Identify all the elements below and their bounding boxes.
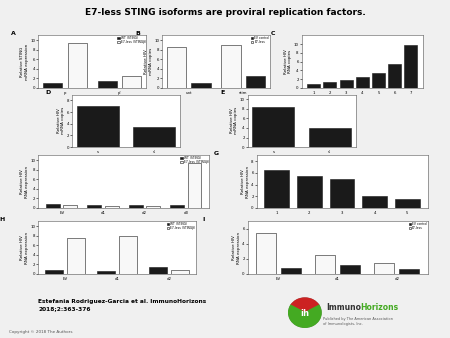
Bar (246, 76, 265, 88)
Bar (119, 236, 137, 274)
Bar (45, 270, 63, 274)
Bar (339, 80, 352, 88)
Bar (252, 106, 294, 147)
Legend: EV control, E7-less: EV control, E7-less (409, 222, 427, 231)
Text: E7-less STING isoforms are proviral replication factors.: E7-less STING isoforms are proviral repl… (85, 8, 365, 18)
Bar (133, 127, 175, 147)
Text: B: B (135, 31, 140, 36)
Y-axis label: Relative HIV
RNA copies: Relative HIV RNA copies (284, 49, 292, 74)
Bar (340, 265, 360, 274)
Text: Estefania Rodriguez-Garcia et al. ImmunoHorizons: Estefania Rodriguez-Garcia et al. Immuno… (38, 299, 207, 304)
Bar (191, 83, 211, 88)
Bar (98, 81, 117, 88)
Y-axis label: Relative HIV
RNA expression: Relative HIV RNA expression (241, 166, 250, 198)
Y-axis label: Relative HIV
mRNA copies: Relative HIV mRNA copies (230, 107, 239, 135)
Text: Copyright © 2018 The Authors: Copyright © 2018 The Authors (9, 330, 72, 334)
Text: G: G (214, 151, 219, 156)
Y-axis label: Relative STING
mRNA expression: Relative STING mRNA expression (21, 44, 29, 80)
Text: Horizons: Horizons (360, 303, 398, 312)
Text: ih: ih (301, 309, 310, 318)
Legend: EV control, E7-less: EV control, E7-less (251, 36, 270, 45)
Y-axis label: Relative HIV
RNA expression: Relative HIV RNA expression (232, 232, 241, 264)
Bar (315, 255, 335, 274)
Bar (374, 263, 394, 274)
Bar (87, 205, 101, 208)
Bar (356, 77, 369, 88)
Bar (63, 206, 77, 208)
Bar (46, 204, 60, 208)
Bar (307, 83, 320, 88)
Circle shape (289, 298, 321, 327)
Bar (256, 233, 276, 274)
Bar (77, 106, 119, 147)
Bar (264, 170, 289, 208)
Text: 2018;2:363-376: 2018;2:363-376 (38, 306, 91, 311)
Bar (43, 83, 62, 88)
Y-axis label: Relative HIV
RNA expression: Relative HIV RNA expression (21, 232, 29, 264)
Y-axis label: Relative HIV
mRNA copies: Relative HIV mRNA copies (57, 107, 65, 135)
Bar (372, 73, 385, 88)
Bar (105, 207, 119, 208)
Bar (146, 206, 160, 208)
Bar (395, 199, 420, 208)
Bar (171, 270, 189, 274)
Bar (167, 47, 186, 88)
Text: Published by The American Association
of Immunologists, Inc.: Published by The American Association of… (323, 317, 393, 325)
Legend: WT (STING), E7-less (STINGβ): WT (STING), E7-less (STINGβ) (166, 222, 195, 231)
Bar (149, 267, 167, 274)
Bar (309, 128, 351, 147)
Legend: WT (STING), E7-less (STINGβ): WT (STING), E7-less (STINGβ) (117, 36, 146, 45)
Legend: WT (STING), E7-less (STINGβ): WT (STING), E7-less (STINGβ) (180, 156, 209, 165)
Text: Immuno: Immuno (326, 303, 361, 312)
Text: E: E (220, 91, 225, 95)
Wedge shape (289, 305, 321, 327)
Bar (323, 82, 336, 88)
Bar (297, 176, 322, 208)
Bar (122, 76, 141, 88)
Bar (281, 268, 301, 274)
Text: I: I (202, 217, 205, 222)
Y-axis label: Relative HIV
mRNA copies: Relative HIV mRNA copies (144, 48, 153, 75)
Bar (68, 43, 87, 88)
Bar (97, 271, 115, 274)
Text: A: A (11, 31, 16, 36)
Bar (129, 206, 143, 208)
Text: D: D (45, 91, 50, 95)
Bar (399, 269, 419, 274)
Y-axis label: Relative HIV
RNA expression: Relative HIV RNA expression (21, 166, 29, 198)
Bar (362, 196, 387, 208)
Wedge shape (291, 298, 319, 313)
Bar (388, 64, 401, 88)
Bar (170, 206, 184, 208)
Bar (221, 45, 241, 88)
Bar (67, 238, 85, 274)
Text: H: H (0, 217, 4, 222)
Bar (188, 163, 202, 208)
Text: C: C (271, 31, 275, 36)
Bar (329, 179, 355, 208)
Bar (405, 45, 418, 88)
